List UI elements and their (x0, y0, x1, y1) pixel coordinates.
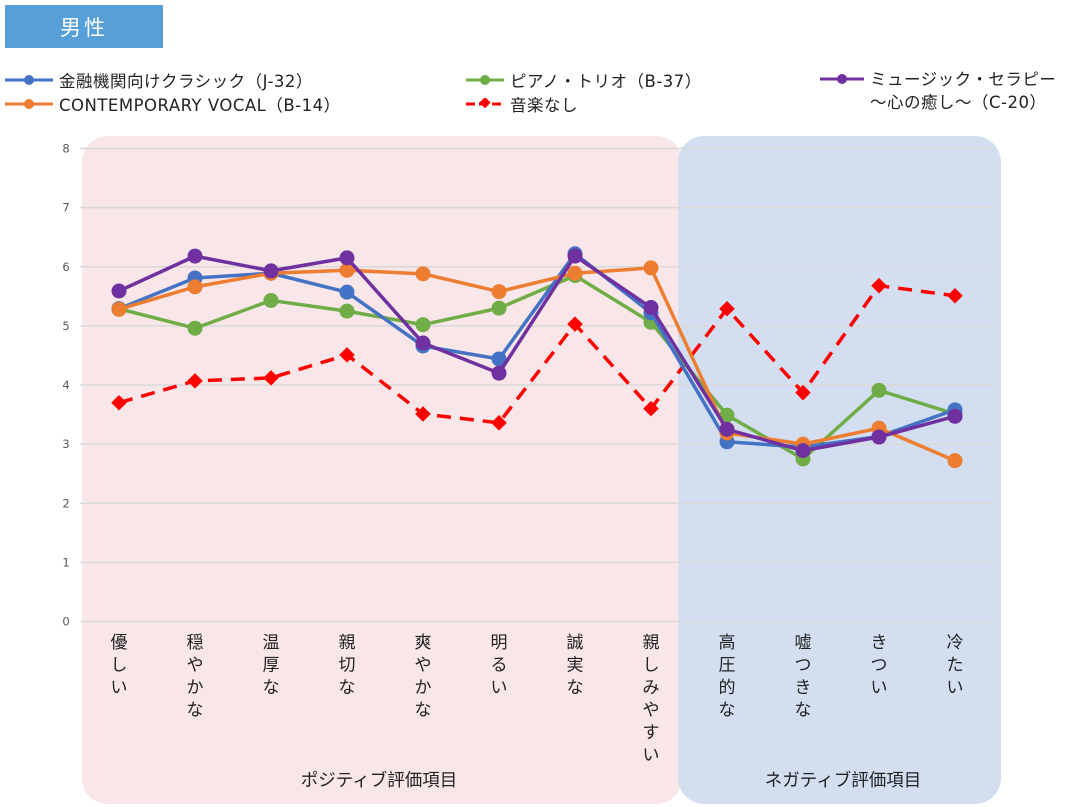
data-point (339, 303, 355, 319)
data-point (719, 407, 735, 423)
data-point (415, 317, 431, 333)
data-point (111, 301, 127, 317)
x-category-label: 爽やかな (415, 633, 432, 721)
legend-marker-circle-icon (5, 75, 53, 85)
data-point (947, 408, 963, 424)
y-axis-ticks: 0 1 2 3 4 5 6 7 8 (62, 142, 69, 629)
y-tick-label: 0 (62, 615, 69, 629)
y-tick-label: 4 (62, 378, 69, 392)
series-1 (111, 260, 963, 469)
x-axis-categories: 優しい 穏やかな 温厚な 親切な 爽やかな 明るい 誠実な 親しみやすい 高圧的な 嘘つきな きつい… (111, 633, 964, 766)
data-point (415, 266, 431, 282)
series-4 (111, 248, 963, 459)
legend-label: 音楽なし (510, 96, 578, 115)
data-point (567, 265, 583, 281)
data-point (415, 335, 431, 351)
data-point (491, 300, 507, 316)
data-point (339, 250, 355, 266)
legend-item-piano-trio: ピアノ・トリオ（B-37） (466, 68, 702, 92)
data-point (187, 279, 203, 295)
x-category-label: 明るい (491, 633, 508, 698)
data-point (187, 248, 203, 264)
data-point (491, 365, 507, 381)
x-category-label: 嘘つきな (795, 633, 812, 721)
data-point (187, 373, 203, 389)
group-label: ポジティブ評価項目 (301, 770, 457, 791)
group-panel-negative (678, 136, 1001, 804)
group-label: ネガティブ評価項目 (765, 770, 921, 791)
x-category-label: 冷たい (947, 633, 964, 698)
legend-marker-circle-icon (820, 74, 864, 84)
series-line (118, 283, 956, 425)
group-labels: ポジティブ評価項目 ネガティブ評価項目 (301, 770, 921, 791)
legend-marker-circle-icon (5, 99, 53, 109)
y-tick-label: 2 (62, 496, 69, 510)
y-tick-label: 5 (62, 319, 69, 333)
chart-title: 男性 (5, 5, 163, 48)
legend-item-classic: 金融機関向けクラシック（J-32） (5, 68, 313, 92)
x-category-label: 優しい (111, 633, 128, 698)
x-category-label: 穏やかな (187, 633, 204, 721)
series-line (118, 266, 956, 463)
group-panel-positive (82, 136, 682, 804)
data-point (111, 283, 127, 299)
legend-item-no-music: 音楽なし (466, 92, 578, 116)
data-point (491, 351, 507, 367)
data-point (187, 320, 203, 336)
x-category-label: 誠実な (567, 633, 584, 698)
legend-label: ピアノ・トリオ（B-37） (510, 72, 702, 91)
data-point (263, 263, 279, 279)
series-line (118, 254, 956, 453)
x-category-label: きつい (871, 633, 888, 698)
data-point (643, 300, 659, 316)
legend-marker-diamond-icon (466, 98, 504, 109)
data-point (491, 284, 507, 300)
data-point (567, 248, 583, 264)
series (111, 246, 963, 469)
legend-label-line2: ～心の癒し～（C-20） (870, 93, 1047, 112)
chart-title-text: 男性 (60, 15, 108, 40)
legend-label-block: ミュージック・セラピー ～心の癒し～（C-20） (870, 68, 1056, 114)
x-category-label: 親しみやすい (643, 633, 660, 766)
legend-marker-circle-icon (466, 75, 504, 85)
data-point (643, 260, 659, 276)
legend-label: 金融機関向けクラシック（J-32） (59, 72, 313, 91)
y-tick-label: 1 (62, 555, 69, 569)
data-point (795, 443, 811, 459)
data-point (871, 429, 887, 445)
group-backgrounds (82, 136, 1001, 804)
data-point (263, 292, 279, 308)
data-point (719, 421, 735, 437)
x-category-label: 高圧的な (719, 633, 736, 721)
legend-label: CONTEMPORARY VOCAL（B-14） (59, 96, 341, 115)
legend-item-music-therapy: ミュージック・セラピー ～心の癒し～（C-20） (820, 68, 1056, 114)
y-tick-label: 3 (62, 437, 69, 451)
data-point (871, 382, 887, 398)
data-point (339, 284, 355, 300)
data-point (947, 453, 963, 469)
legend-label: ミュージック・セラピー (870, 70, 1057, 89)
x-category-label: 温厚な (263, 633, 280, 698)
legend-item-vocal: CONTEMPORARY VOCAL（B-14） (5, 92, 341, 116)
y-tick-label: 6 (62, 260, 69, 274)
data-point (339, 262, 355, 278)
y-tick-label: 7 (62, 201, 69, 215)
y-tick-label: 8 (62, 142, 69, 156)
x-category-label: 親切な (339, 633, 356, 698)
